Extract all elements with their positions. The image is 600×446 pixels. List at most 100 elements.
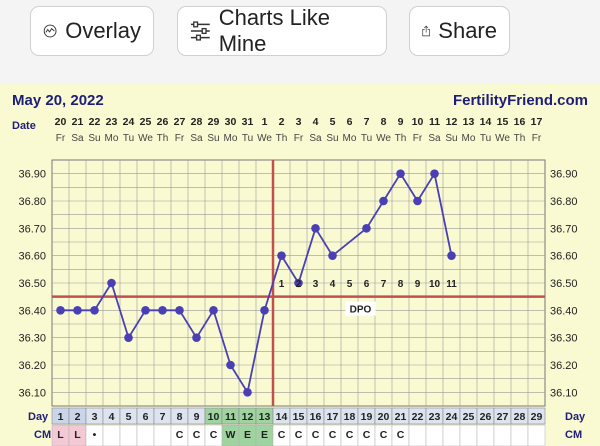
- y-tick-label-right: 36.10: [550, 387, 578, 399]
- weekday-label: Sa: [71, 133, 84, 144]
- temperature-line-segment: [314, 227, 334, 257]
- cycle-day-label: 28: [514, 411, 526, 423]
- date-label: 2: [279, 116, 285, 128]
- sliders-icon: [190, 21, 210, 41]
- day-row-label-right: Day: [565, 411, 586, 423]
- cm-cell: [102, 424, 121, 446]
- temperature-point: [396, 169, 405, 178]
- weekday-label: Fr: [175, 133, 185, 144]
- y-tick-label-left: 36.50: [18, 278, 46, 290]
- weekday-label: Th: [514, 133, 526, 144]
- cm-value: •: [93, 429, 97, 441]
- cm-value: C: [295, 429, 303, 441]
- share-label: Share: [438, 18, 497, 43]
- cycle-day-label: 20: [378, 411, 390, 423]
- cm-value: C: [176, 429, 184, 441]
- weekday-label: Mo: [105, 133, 119, 144]
- temperature-line-segment: [212, 310, 232, 366]
- cycle-day-label: 26: [480, 411, 492, 423]
- dpo-label-box: [345, 301, 376, 316]
- overlay-label: Overlay: [65, 18, 141, 43]
- weekday-label: Th: [395, 133, 407, 144]
- weekday-label: We: [257, 133, 272, 144]
- cm-cell: [153, 424, 172, 446]
- chart-brand: FertilityFriend.com: [452, 92, 588, 109]
- cm-value: L: [57, 429, 64, 441]
- y-tick-label-left: 36.70: [18, 223, 46, 235]
- date-label: 5: [330, 116, 336, 128]
- date-label: 23: [106, 116, 118, 128]
- overlay-icon: [43, 24, 57, 38]
- dpo-number: 5: [347, 279, 353, 290]
- temperature-line-segment: [229, 364, 249, 393]
- cycle-day-label: 29: [531, 411, 543, 423]
- date-label: 10: [412, 116, 424, 128]
- dpo-number: 6: [364, 279, 370, 290]
- date-row-label: Date: [12, 120, 36, 132]
- date-label: 26: [157, 116, 169, 128]
- date-label: 24: [123, 116, 135, 128]
- y-tick-label-left: 36.20: [18, 360, 46, 372]
- temperature-line-segment: [110, 282, 130, 338]
- charts-like-mine-button[interactable]: Charts Like Mine: [177, 5, 387, 56]
- cycle-day-label: 17: [327, 411, 339, 423]
- cycle-day-label: 11: [225, 411, 236, 423]
- temperature-line-segment: [416, 173, 436, 202]
- cm-value: C: [397, 429, 405, 441]
- weekday-label: Sa: [309, 133, 322, 144]
- temperature-point: [328, 251, 337, 260]
- temperature-point: [243, 388, 252, 397]
- date-label: 4: [313, 116, 319, 128]
- cycle-day-label: 19: [361, 411, 373, 423]
- cm-value: C: [210, 429, 218, 441]
- temperature-point: [175, 306, 184, 315]
- temperature-point: [447, 251, 456, 260]
- cm-row-label: CM: [34, 429, 51, 441]
- weekday-label: Mo: [343, 133, 357, 144]
- overlay-button[interactable]: Overlay: [30, 6, 154, 56]
- weekday-label: Su: [445, 133, 457, 144]
- date-label: 13: [463, 116, 475, 128]
- weekday-label: Su: [207, 133, 219, 144]
- temperature-point: [277, 251, 286, 260]
- cm-cell: [510, 424, 529, 446]
- cm-value: E: [261, 429, 268, 441]
- date-label: 22: [89, 116, 101, 128]
- cm-value: C: [363, 429, 371, 441]
- cm-cell: [119, 424, 138, 446]
- day-row-label: Day: [28, 411, 49, 423]
- cm-cell: [442, 424, 461, 446]
- weekday-label: We: [138, 133, 153, 144]
- cycle-day-label: 23: [429, 411, 441, 423]
- cycle-day-label: 1: [58, 411, 64, 423]
- weekday-label: Sa: [190, 133, 203, 144]
- weekday-label: Fr: [56, 133, 66, 144]
- temperature-line-segment: [246, 310, 266, 393]
- date-label: 28: [191, 116, 203, 128]
- y-tick-label-right: 36.40: [550, 305, 578, 317]
- temperature-line-segment: [280, 255, 300, 284]
- cm-cell: [476, 424, 495, 446]
- cycle-day-label: 8: [177, 411, 183, 423]
- date-label: 17: [531, 116, 543, 128]
- weekday-label: Tu: [480, 133, 491, 144]
- cycle-day-label: 7: [160, 411, 166, 423]
- weekday-label: Th: [157, 133, 169, 144]
- date-label: 1: [262, 116, 268, 128]
- temperature-point: [430, 169, 439, 178]
- cm-cell: [493, 424, 512, 446]
- cycle-day-label: 12: [242, 411, 254, 423]
- chart-toolbar: Overlay Charts Like Mine Share: [0, 0, 600, 76]
- y-tick-label-right: 36.30: [550, 333, 578, 345]
- y-tick-label-left: 36.30: [18, 333, 46, 345]
- share-icon: [422, 25, 430, 37]
- share-button[interactable]: Share: [409, 6, 510, 56]
- date-label: 8: [381, 116, 387, 128]
- cm-row-label-right: CM: [565, 429, 582, 441]
- chart-date: May 20, 2022: [12, 92, 104, 109]
- cycle-day-label: 4: [109, 411, 115, 423]
- cycle-day-label: 5: [126, 411, 132, 423]
- cm-value: C: [312, 429, 320, 441]
- temperature-point: [141, 306, 150, 315]
- temperature-line-segment: [93, 282, 113, 311]
